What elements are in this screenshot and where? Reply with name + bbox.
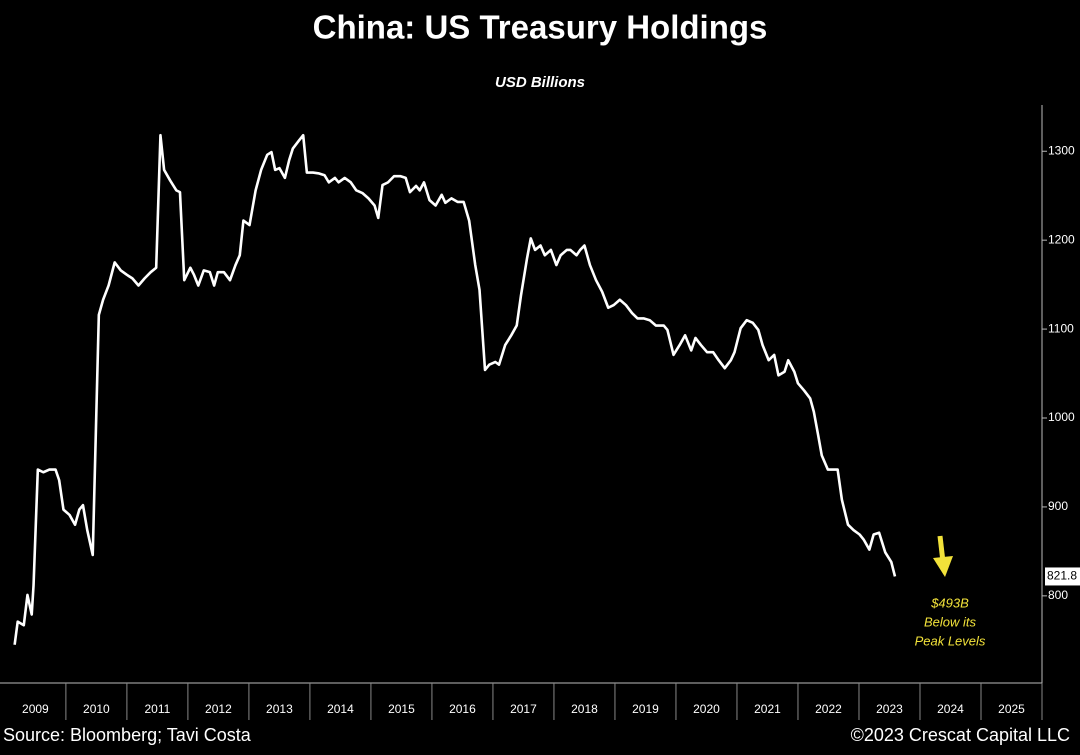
x-tick-label: 2024 bbox=[937, 702, 964, 716]
x-tick-label: 2011 bbox=[144, 702, 170, 716]
annotation: Peak Levels bbox=[915, 633, 986, 648]
y-tick-label: 1300 bbox=[1048, 143, 1075, 157]
x-tick-label: 2014 bbox=[327, 702, 354, 716]
chart-title: China: US Treasury Holdings bbox=[313, 9, 768, 46]
x-tick-label: 2020 bbox=[693, 702, 720, 716]
x-tick-label: 2021 bbox=[754, 702, 781, 716]
y-tick-label: 1100 bbox=[1048, 321, 1074, 335]
x-tick-label: 2012 bbox=[205, 702, 232, 716]
y-tick-label: 800 bbox=[1048, 588, 1068, 602]
x-tick-label: 2017 bbox=[510, 702, 537, 716]
y-tick-label: 1000 bbox=[1048, 410, 1075, 424]
subtitle: USD Billions bbox=[495, 74, 585, 91]
last-value-box bbox=[1045, 567, 1080, 586]
copyright: ©2023 Crescat Capital LLC bbox=[851, 725, 1070, 745]
annotation: $493B bbox=[930, 595, 969, 610]
y-tick-label: 900 bbox=[1048, 499, 1068, 513]
last-value-label: 821.8 bbox=[1047, 569, 1077, 583]
x-tick-label: 2013 bbox=[266, 702, 293, 716]
x-tick-label: 2009 bbox=[22, 702, 49, 716]
line-series bbox=[13, 133, 897, 645]
x-tick-label: 2025 bbox=[998, 702, 1025, 716]
source: Source: Bloomberg; Tavi Costa bbox=[3, 725, 252, 745]
x-tick-label: 2018 bbox=[571, 702, 598, 716]
x-tick-label: 2022 bbox=[815, 702, 842, 716]
x-tick-label: 2023 bbox=[876, 702, 903, 716]
y-tick-label: 1200 bbox=[1048, 232, 1075, 246]
x-tick-label: 2010 bbox=[83, 702, 110, 716]
x-tick-label: 2015 bbox=[388, 702, 415, 716]
annotation: Below its bbox=[924, 614, 977, 629]
x-tick-label: 2016 bbox=[449, 702, 476, 716]
x-tick-label: 2019 bbox=[632, 702, 659, 716]
arrow bbox=[933, 535, 953, 577]
